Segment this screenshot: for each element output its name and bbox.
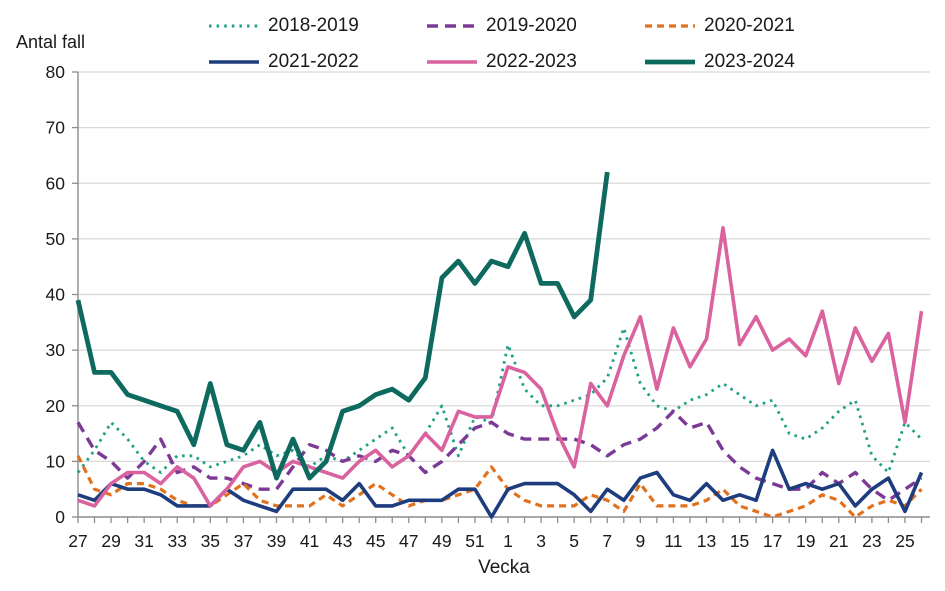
x-tick-label: 43 xyxy=(333,531,352,551)
y-tick-label: 60 xyxy=(46,173,66,193)
y-tick-label: 0 xyxy=(55,507,65,527)
legend-label: 2022-2023 xyxy=(486,51,577,72)
series-line-2021-2022 xyxy=(77,448,924,519)
y-tick-label: 10 xyxy=(46,451,66,471)
series-line-2022-2023 xyxy=(77,226,924,508)
legend: 2018-2019 2019-2020 2020-2021 2021-2022 2022… xyxy=(208,8,862,80)
x-tick-label: 7 xyxy=(602,531,612,551)
x-tick-label: 25 xyxy=(895,531,914,551)
legend-item-2023-2024: 2023-2024 xyxy=(644,51,862,73)
legend-label: 2021-2022 xyxy=(268,51,359,72)
x-tick-label: 31 xyxy=(134,531,153,551)
y-tick-label: 80 xyxy=(46,62,66,82)
x-tick-label: 15 xyxy=(730,531,749,551)
x-tick-label: 19 xyxy=(796,531,815,551)
x-tick-label: 13 xyxy=(697,531,716,551)
x-tick-label: 39 xyxy=(267,531,286,551)
legend-row: 2021-2022 2022-2023 2023-2024 xyxy=(208,44,862,80)
series-line-2018-2019 xyxy=(76,326,923,474)
x-tick-label: 47 xyxy=(399,531,418,551)
x-tick-label: 17 xyxy=(763,531,782,551)
x-tick-label: 37 xyxy=(234,531,253,551)
x-tick-label: 1 xyxy=(503,531,513,551)
legend-item-2022-2023: 2022-2023 xyxy=(426,51,644,73)
legend-label: 2020-2021 xyxy=(704,15,795,36)
series-line-2023-2024 xyxy=(75,171,610,481)
y-axis-title: Antal fall xyxy=(16,32,86,52)
x-tick-label: 5 xyxy=(569,531,579,551)
x-tick-label: 45 xyxy=(366,531,385,551)
y-tick-label: 30 xyxy=(46,340,66,360)
legend-item-2020-2021: 2020-2021 xyxy=(644,15,862,37)
legend-row: 2018-2019 2019-2020 2020-2021 xyxy=(208,8,862,44)
x-tick-label: 33 xyxy=(168,531,187,551)
y-tick-label: 20 xyxy=(46,396,66,416)
x-tick-label: 11 xyxy=(664,531,682,551)
series-line-2019-2020 xyxy=(76,409,923,502)
y-tick-label: 40 xyxy=(46,285,66,305)
legend-swatch-icon xyxy=(645,24,695,28)
legend-label: 2023-2024 xyxy=(704,51,795,72)
series-line-2020-2021 xyxy=(76,455,923,519)
x-tick-label: 35 xyxy=(201,531,220,551)
legend-label: 2019-2020 xyxy=(486,15,577,36)
legend-label: 2018-2019 xyxy=(268,15,359,36)
x-tick-label: 23 xyxy=(862,531,881,551)
x-tick-label: 41 xyxy=(300,531,319,551)
x-tick-label: 49 xyxy=(432,531,451,551)
x-tick-label: 51 xyxy=(465,531,484,551)
legend-swatch-icon xyxy=(427,60,477,64)
legend-swatch-icon xyxy=(645,59,695,65)
legend-swatch-icon xyxy=(209,24,259,28)
x-axis-title: Vecka xyxy=(478,557,530,578)
x-tick-label: 29 xyxy=(101,531,120,551)
x-tick-label: 27 xyxy=(68,531,87,551)
legend-item-2018-2019: 2018-2019 xyxy=(208,15,426,37)
legend-item-2019-2020: 2019-2020 xyxy=(426,15,644,37)
legend-swatch-icon xyxy=(209,60,259,64)
x-tick-label: 9 xyxy=(635,531,645,551)
legend-item-2021-2022: 2021-2022 xyxy=(208,51,426,73)
y-tick-label: 50 xyxy=(46,229,66,249)
legend-swatch-icon xyxy=(427,24,477,28)
x-tick-label: 21 xyxy=(829,531,848,551)
y-tick-label: 70 xyxy=(46,118,66,138)
x-tick-label: 3 xyxy=(536,531,546,551)
